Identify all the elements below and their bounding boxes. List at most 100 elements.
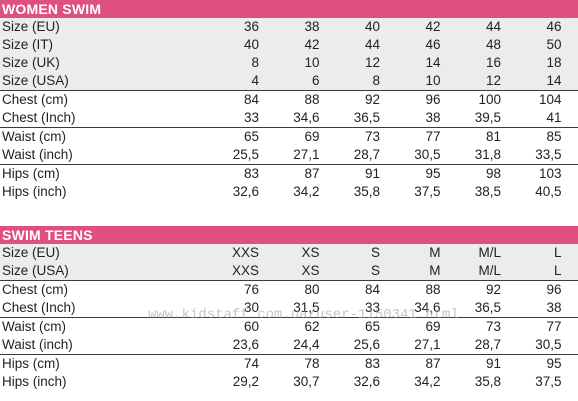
table-row: Size (UK) 8 10 12 14 16 18 <box>0 54 578 72</box>
table-cell: 73 <box>485 319 501 334</box>
table-cell: 12 <box>364 55 380 70</box>
table-cell: 100 <box>478 92 501 107</box>
table-cell: 34,6 <box>414 300 441 315</box>
table-cell: M/L <box>478 263 501 278</box>
table-cell: 80 <box>304 282 320 297</box>
table-cell: 77 <box>425 129 441 144</box>
table-row: Waist (cm) 60 62 65 69 73 77 <box>0 318 578 336</box>
table-cell: 96 <box>425 92 441 107</box>
row-label: Hips (inch) <box>2 374 67 389</box>
table-cell: 98 <box>485 166 501 181</box>
table-cell: 104 <box>538 92 562 107</box>
table-cell: 31,5 <box>293 300 320 315</box>
table-cell: 33 <box>243 110 259 125</box>
table-cell: 83 <box>243 166 259 181</box>
table-cell: 91 <box>364 166 380 181</box>
table-cell: 92 <box>364 92 380 107</box>
row-label: Size (USA) <box>2 73 69 88</box>
table-cell: XS <box>301 245 320 260</box>
table-cell: 35,8 <box>353 184 380 199</box>
table-cell: 29,2 <box>232 374 259 389</box>
table-cell: 10 <box>304 55 320 70</box>
table-cell: 38,5 <box>474 184 501 199</box>
table-cell: 44 <box>364 37 380 52</box>
table-cell: 14 <box>546 73 562 88</box>
table-cell: 32,6 <box>232 184 259 199</box>
table-row: Hips (inch) 29,2 30,7 32,6 34,2 35,8 37,5 <box>0 373 578 391</box>
table-cell: 74 <box>243 356 259 371</box>
table-cell: 12 <box>485 73 501 88</box>
row-group: Chest (cm) 76 80 84 88 92 96 Chest (Inch) 30 31,5… <box>0 281 578 318</box>
row-label: Waist (cm) <box>2 319 66 334</box>
table-cell: 85 <box>546 129 562 144</box>
table-cell: 34,6 <box>293 110 320 125</box>
table-cell: 46 <box>546 19 562 34</box>
table-cell: 62 <box>304 319 320 334</box>
table-cell: 30,5 <box>535 337 562 352</box>
row-group: Hips (cm) 74 78 83 87 91 95 Hips (inch) 29,2 30,7… <box>0 355 578 391</box>
row-group: Waist (cm) 60 62 65 69 73 77 Waist (inch) 23,6 24… <box>0 318 578 355</box>
table-cell: 37,5 <box>414 184 441 199</box>
table-cell: 36,5 <box>353 110 380 125</box>
row-label: Size (USA) <box>2 263 69 278</box>
table-row: Hips (cm) 74 78 83 87 91 95 <box>0 355 578 373</box>
table-cell: 6 <box>311 73 320 88</box>
table-cell: 103 <box>538 166 562 181</box>
table-cell: M <box>429 245 441 260</box>
row-label: Chest (Inch) <box>2 110 76 125</box>
table-cell: 27,1 <box>414 337 441 352</box>
table-cell: S <box>370 263 380 278</box>
table-cell: 8 <box>372 73 380 88</box>
table-row: Chest (Inch) 30 31,5 33 34,6 36,5 38 <box>0 299 578 317</box>
table-cell: 83 <box>364 356 380 371</box>
table-cell: 10 <box>425 73 441 88</box>
row-label: Size (UK) <box>2 55 60 70</box>
table-cell: S <box>370 245 380 260</box>
table-cell: 27,1 <box>293 147 320 162</box>
table-cell: 40,5 <box>535 184 562 199</box>
table-row: Hips (inch) 32,6 34,2 35,8 37,5 38,5 40,5 <box>0 183 578 201</box>
table-row: Size (IT) 40 42 44 46 48 50 <box>0 36 578 54</box>
table-cell: 25,5 <box>232 147 259 162</box>
table-cell: 39,5 <box>474 110 501 125</box>
table-cell: 8 <box>251 55 259 70</box>
row-label: Waist (inch) <box>2 337 73 352</box>
table-cell: 38 <box>425 110 441 125</box>
table-cell: 92 <box>485 282 501 297</box>
row-group: Hips (cm) 83 87 91 95 98 103 Hips (inch) 32,6 34,… <box>0 165 578 201</box>
table-cell: 87 <box>425 356 441 371</box>
table-cell: 87 <box>304 166 320 181</box>
table-cell: 36 <box>243 19 259 34</box>
table-cell: 84 <box>243 92 259 107</box>
table-row: Waist (inch) 25,5 27,1 28,7 30,5 31,8 33,5 <box>0 146 578 164</box>
table-cell: 38 <box>304 19 320 34</box>
table-cell: 42 <box>425 19 441 34</box>
table-row: Size (USA) XXS XS S M M/L L <box>0 262 578 280</box>
table-cell: 4 <box>251 73 259 88</box>
row-group: Size (EU) XXS XS S M M/L L Size (USA) XXS XS S M M/L… <box>0 244 578 281</box>
table-cell: 28,7 <box>353 147 380 162</box>
table-cell: 34,2 <box>414 374 441 389</box>
table-cell: 35,8 <box>474 374 501 389</box>
table-cell: 30 <box>243 300 259 315</box>
row-label: Size (EU) <box>2 245 60 260</box>
table-cell: 95 <box>546 356 562 371</box>
women-swim-title: WOMEN SWIM <box>0 0 578 18</box>
table-cell: 69 <box>425 319 441 334</box>
row-group: Size (EU) 36 38 40 42 44 46 Size (IT) 40 42 44 46 48… <box>0 18 578 91</box>
table-cell: 34,2 <box>293 184 320 199</box>
table-cell: M/L <box>478 245 501 260</box>
row-group: Chest (cm) 84 88 92 96 100 104 Chest (Inch) 33 34… <box>0 91 578 128</box>
women-swim-body: Size (EU) 36 38 40 42 44 46 Size (IT) 40 42 44 46 48… <box>0 18 578 201</box>
table-cell: 73 <box>364 129 380 144</box>
table-cell: 65 <box>243 129 259 144</box>
table-cell: 48 <box>485 37 501 52</box>
table-cell: 91 <box>485 356 501 371</box>
row-label: Hips (cm) <box>2 356 60 371</box>
table-cell: 38 <box>546 300 562 315</box>
table-cell: 84 <box>364 282 380 297</box>
table-cell: 77 <box>546 319 562 334</box>
women-swim-table: WOMEN SWIM Size (EU) 36 38 40 42 44 46 Size (IT… <box>0 0 578 201</box>
table-cell: 50 <box>546 37 562 52</box>
row-label: Waist (cm) <box>2 129 66 144</box>
